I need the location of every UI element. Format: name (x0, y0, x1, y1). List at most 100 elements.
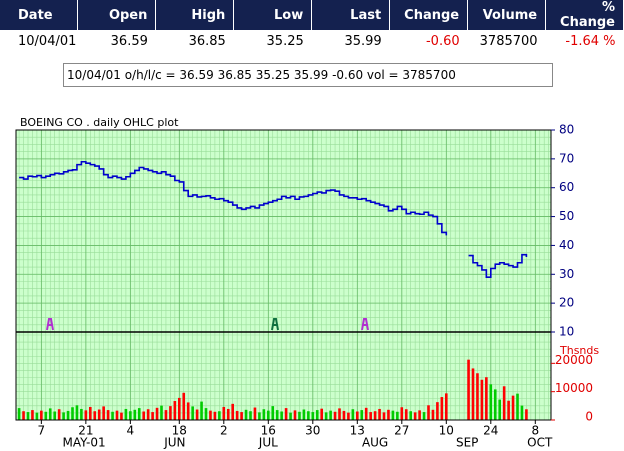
volume-bar (195, 409, 199, 420)
y-tick-label: 70 (559, 151, 574, 165)
volume-bar (66, 410, 70, 420)
event-marker (361, 318, 369, 331)
volume-bar (351, 409, 355, 420)
y-tick-label: 0 (585, 410, 593, 424)
volume-bar (209, 410, 212, 420)
volume-bar (133, 409, 137, 420)
plot-background (16, 130, 551, 420)
volume-bar (40, 410, 43, 420)
month-label: OCT (527, 436, 553, 450)
month-label: JUN (163, 436, 185, 450)
volume-bar (356, 411, 359, 420)
volume-bar (387, 409, 390, 420)
volume-bar (289, 412, 292, 420)
volume-bar (22, 411, 25, 420)
volume-bar (436, 402, 439, 420)
volume-bar (311, 412, 315, 420)
volume-bar (249, 411, 252, 420)
column-header: Change (389, 0, 469, 30)
volume-bar (360, 410, 364, 420)
volume-bar (200, 401, 203, 420)
volume-bar (253, 407, 257, 420)
y-axis-label: Thsnds (559, 344, 599, 357)
volume-bar (191, 406, 194, 420)
y-tick-label: 30 (559, 267, 574, 281)
volume-bar (320, 408, 323, 420)
y-tick-label: 20000 (555, 353, 593, 367)
volume-bar (404, 409, 408, 420)
column-header: Open (77, 0, 157, 30)
volume-bar (44, 411, 48, 420)
volume-bar (489, 384, 493, 420)
month-label: SEP (456, 436, 478, 450)
y-tick-label: 50 (559, 209, 574, 223)
volume-bar (369, 412, 372, 420)
volume-bar (31, 410, 34, 420)
volume-bar (71, 407, 74, 420)
volume-bar (111, 411, 114, 420)
volume-bar (284, 408, 288, 420)
volume-bar (84, 410, 88, 420)
x-tick-label: 21 (78, 424, 93, 438)
x-tick-label: 8 (531, 424, 539, 438)
cell: 36.85 (188, 33, 226, 49)
volume-bar (502, 386, 506, 420)
volume-bar (378, 408, 381, 420)
volume-bar (173, 401, 177, 420)
volume-bar (516, 393, 519, 420)
volume-bar (102, 406, 105, 420)
volume-bar (382, 412, 386, 420)
volume-bar (275, 410, 279, 420)
cell: 35.25 (266, 33, 304, 49)
y-tick-label: 20 (559, 296, 574, 310)
column-header: Volume (467, 0, 547, 30)
volume-bar (440, 397, 444, 420)
volume-bar (511, 395, 515, 420)
volume-bar (493, 389, 497, 420)
marks (17, 160, 528, 420)
volume-bar (400, 407, 404, 420)
chart-title: BOEING CO . daily OHLC plot (20, 116, 179, 129)
volume-bar (182, 392, 186, 420)
volume-bar (97, 409, 101, 420)
x-tick-label: 2 (220, 424, 228, 438)
x-tick-label: 13 (350, 424, 365, 438)
volume-bar (80, 408, 83, 420)
volume-bar (204, 408, 208, 420)
volume-bar (520, 405, 524, 420)
volume-bar (129, 411, 132, 420)
x-tick-label: 7 (38, 424, 46, 438)
volume-bar (222, 406, 226, 420)
volume-bar (480, 379, 484, 420)
volume-bar (53, 411, 56, 420)
x-tick-label: 10 (439, 424, 454, 438)
volume-bar (498, 399, 501, 420)
info-box: 10/04/01 o/h/l/c = 36.59 36.85 35.25 35.… (63, 63, 553, 87)
volume-bar (235, 410, 239, 420)
volume-bar (307, 411, 310, 420)
volume-bar (418, 410, 421, 420)
volume-bar (178, 397, 181, 420)
volume-bar (124, 408, 128, 420)
x-tick-label: 30 (305, 424, 320, 438)
volume-bar (396, 411, 399, 420)
volume-bar (142, 411, 145, 420)
volume-bar (35, 412, 39, 420)
volume-bar (120, 412, 123, 420)
volume-bar (218, 411, 221, 420)
volume-bar (525, 409, 528, 420)
volume-bar (186, 402, 190, 420)
volume-bar (164, 410, 168, 420)
volume-bar (302, 409, 306, 420)
volume-bar (329, 410, 332, 420)
volume-bar (271, 406, 275, 420)
column-header: % Change (545, 0, 624, 30)
volume-bar (57, 409, 61, 420)
volume-bar (267, 410, 270, 420)
volume-bar (298, 411, 301, 420)
cell: -0.60 (425, 33, 460, 49)
volume-bar (155, 407, 159, 420)
column-header: Date (0, 0, 79, 30)
